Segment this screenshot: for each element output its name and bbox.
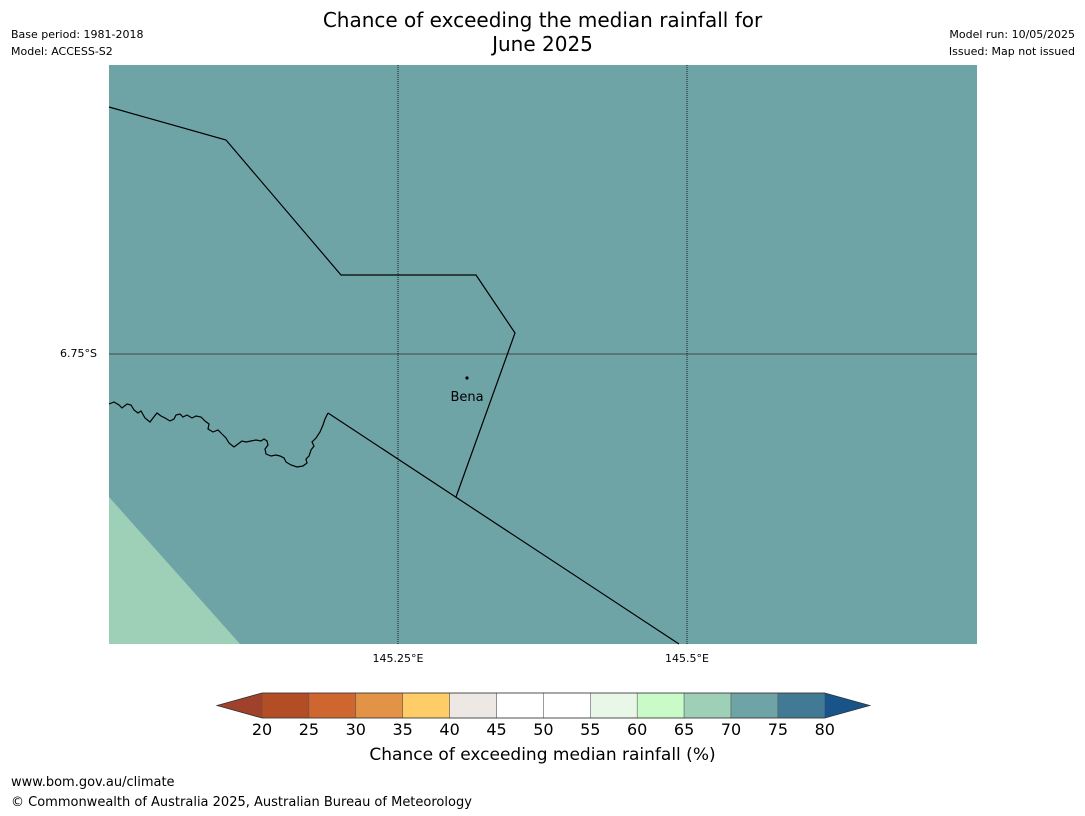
issued-text: Issued: Map not issued [948, 45, 1075, 58]
colorbar-segment [308, 692, 357, 719]
colorbar-extension-high [824, 693, 870, 718]
colorbar-tick-label: 80 [814, 720, 835, 739]
title-line-1: Chance of exceeding the median rainfall … [322, 8, 763, 32]
colorbar-tick-label: 40 [439, 720, 460, 739]
colorbar-segment [496, 692, 544, 719]
colorbar-segment [636, 692, 685, 719]
colorbar-tick-label: 35 [392, 720, 413, 739]
footer-copyright: © Commonwealth of Australia 2025, Austra… [11, 795, 472, 810]
colorbar-outline [215, 692, 872, 719]
rainfall-lower-band-area [109, 497, 240, 644]
title-line-2: June 2025 [492, 32, 593, 56]
colorbar-segment [590, 692, 638, 719]
lon-label-1: 145.25°E [372, 652, 424, 665]
town-label-bena: Bena [450, 390, 483, 405]
colorbar-tick-label: 50 [533, 720, 554, 739]
colorbar-tick-label: 60 [627, 720, 648, 739]
colorbar-tick-label: 75 [767, 720, 789, 739]
colorbar-segment [543, 692, 591, 719]
model-run-text: Model run: 10/05/2025 [949, 28, 1075, 41]
colorbar-tick-label: 30 [345, 720, 366, 739]
colorbar [215, 692, 872, 719]
model-text: Model: ACCESS-S2 [11, 45, 113, 58]
colorbar-segment [261, 692, 310, 719]
colorbar-segment [683, 692, 732, 719]
metadata-right: Model run: 10/05/2025 Issued: Map not is… [949, 26, 1075, 60]
colorbar-tick-label: 55 [580, 720, 601, 739]
rainfall-probability-area [109, 65, 977, 644]
colorbar-extension-low [217, 693, 262, 718]
colorbar-tick-label: 20 [251, 720, 273, 739]
town-marker-bena [465, 376, 469, 380]
colorbar-segment [449, 692, 497, 719]
lat-label: 6.75°S [60, 347, 97, 360]
colorbar-tick-label: 25 [298, 720, 320, 739]
lon-label-2: 145.5°E [665, 652, 709, 665]
province-border-north [108, 106, 516, 498]
colorbar-segment [402, 692, 450, 719]
metadata-left: Base period: 1981-2018 Model: ACCESS-S2 [11, 26, 143, 60]
footer-url: www.bom.gov.au/climate [11, 775, 175, 790]
colorbar-segment [730, 692, 779, 719]
colorbar-tick-label: 70 [720, 720, 742, 739]
map-title: Chance of exceeding the median rainfall … [0, 8, 1085, 56]
province-border-south [327, 412, 680, 645]
coastline-river [108, 401, 329, 468]
colorbar-tick-label: 65 [673, 720, 695, 739]
base-period-text: Base period: 1981-2018 [11, 28, 144, 41]
colorbar-label: Chance of exceeding median rainfall (%) [369, 745, 716, 765]
colorbar-segment [355, 692, 403, 719]
colorbar-segment [777, 692, 826, 719]
colorbar-tick-label: 45 [486, 720, 507, 739]
